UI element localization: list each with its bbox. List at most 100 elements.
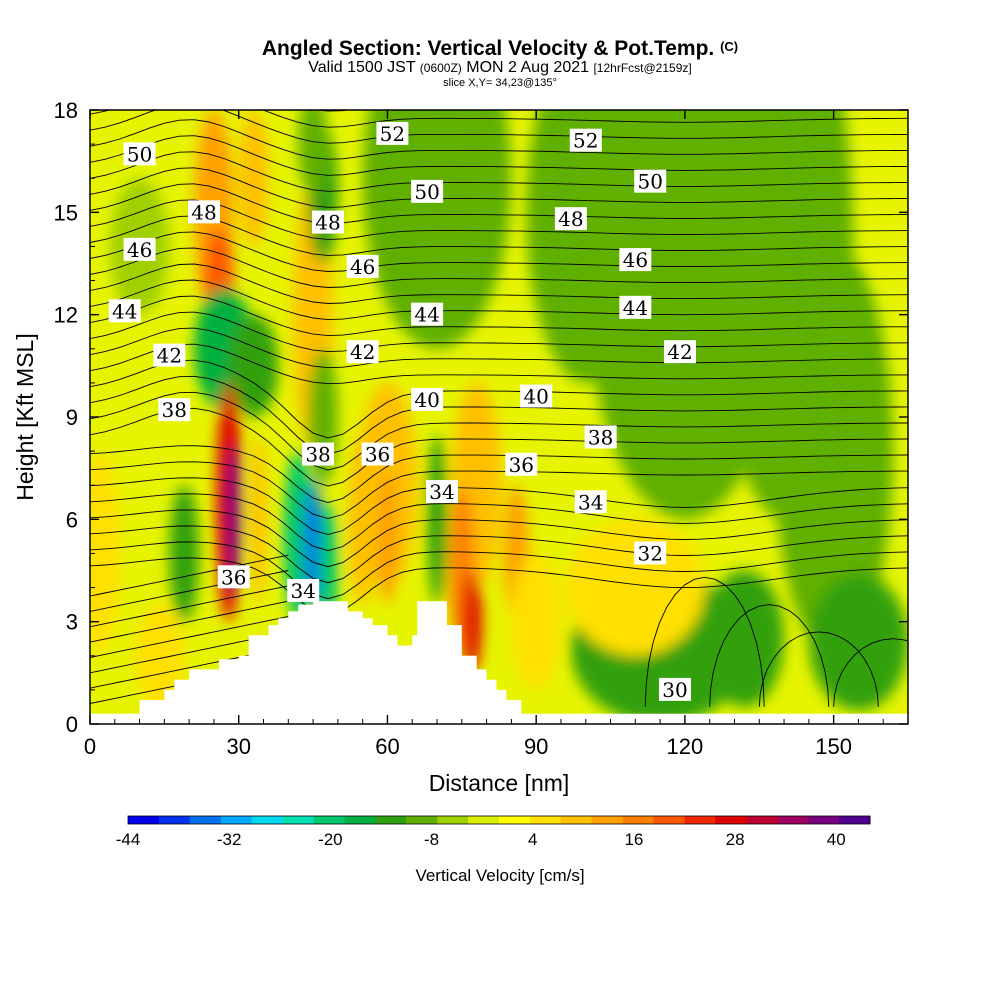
contour-label-text: 42 <box>667 340 692 364</box>
colorbar-swatch <box>529 816 562 824</box>
theta-contour <box>90 509 908 568</box>
colorbar-swatch <box>344 816 376 824</box>
colorbar-swatch <box>499 816 531 824</box>
velocity-cell <box>808 573 908 711</box>
contour-label-text: 44 <box>112 299 137 323</box>
contour-label: 46 <box>346 255 379 279</box>
contour-label: 32 <box>634 541 667 565</box>
theta-contour <box>90 359 908 439</box>
title-text: Angled Section: Vertical Velocity & Pot.… <box>261 37 715 60</box>
contour-label: 50 <box>411 179 444 204</box>
theta-contour <box>90 311 908 353</box>
contour-label-text: 44 <box>623 296 648 320</box>
contour-label-box <box>217 565 250 589</box>
contour-label-box <box>425 480 458 504</box>
theta-contours <box>90 110 908 707</box>
contour-label-box <box>663 340 696 364</box>
theta-contour <box>312 110 352 112</box>
theta-contour <box>90 477 908 535</box>
colorbar-swatch <box>560 816 593 824</box>
colorbar-swatch <box>406 816 438 824</box>
contour-label: 34 <box>425 480 458 504</box>
y-tick-label: 3 <box>66 610 78 635</box>
contour-label-text: 52 <box>573 129 598 153</box>
contour-label: 40 <box>520 384 553 409</box>
theta-contour <box>709 604 830 707</box>
contour-label-text: 38 <box>305 443 330 467</box>
velocity-cell <box>461 570 482 673</box>
contour-label-text: 32 <box>637 541 662 565</box>
y-tick-label: 9 <box>66 405 78 430</box>
valid-utc: (0600Z) <box>419 61 462 75</box>
velocity-cell <box>347 434 378 605</box>
contour-label-text: 48 <box>191 200 216 224</box>
contour-label-box <box>411 179 444 203</box>
contour-label-text: 36 <box>221 565 246 589</box>
contour-label-box <box>108 299 141 323</box>
theta-contour <box>90 445 908 503</box>
chart-subtitle: Valid 1500 JST (0600Z) MON 2 Aug 2021 [1… <box>0 59 1000 77</box>
theta-contour <box>90 570 289 612</box>
theta-contour <box>90 343 908 385</box>
contour-label: 42 <box>346 340 379 364</box>
contour-label-box <box>658 677 691 701</box>
theta-contour <box>90 327 908 369</box>
colorbar-tick-label: -32 <box>217 830 242 849</box>
colorbar-swatch <box>839 816 871 824</box>
y-axis-label: Height [Kft MSL] <box>12 333 38 500</box>
contour-label-box <box>619 248 652 272</box>
colorbar-swatch <box>189 816 222 824</box>
colorbar-swatch <box>746 816 778 824</box>
x-tick-label: 90 <box>524 734 548 759</box>
theta-contour <box>90 295 908 337</box>
contour-label-box <box>554 207 587 231</box>
contour-label: 48 <box>188 200 221 224</box>
colorbar-swatch <box>622 816 655 824</box>
x-axis-label: Distance [nm] <box>429 770 570 796</box>
contour-label: 36 <box>361 442 394 467</box>
theta-contour <box>90 135 908 176</box>
theta-contour <box>90 247 908 288</box>
contour-label-text: 42 <box>157 344 182 368</box>
colorbar-tick-label: 40 <box>827 830 846 849</box>
colorbar-tick-label: 16 <box>624 830 643 849</box>
colorbar-swatch <box>313 816 345 824</box>
contour-label-text: 40 <box>523 385 548 409</box>
theta-contour <box>90 585 289 628</box>
contour-label-text: 34 <box>290 579 315 603</box>
velocity-cell <box>511 553 561 690</box>
contour-label: 44 <box>411 302 444 327</box>
theta-contour <box>644 576 765 707</box>
contour-label-text: 46 <box>350 255 375 279</box>
contour-label: 42 <box>153 343 186 368</box>
colorbar-swatch <box>684 816 716 824</box>
forecast-info: [12hrFcst@2159z] <box>593 61 692 75</box>
colorbar-frame <box>127 815 871 825</box>
contour-label-text: 48 <box>315 211 340 235</box>
y-tick-label: 15 <box>54 200 78 225</box>
title-tag: (C) <box>720 39 739 54</box>
terrain-profile <box>90 601 908 724</box>
colorbar-tick-label: 28 <box>726 830 745 849</box>
colorbar-swatch <box>158 816 191 824</box>
contour-label: 38 <box>584 425 617 449</box>
velocity-cell <box>704 570 785 707</box>
velocity-cell <box>565 519 705 656</box>
theta-contour <box>90 391 908 471</box>
contour-label: 46 <box>619 248 652 272</box>
y-tick-label: 6 <box>66 507 78 532</box>
contour-label-box <box>123 142 156 166</box>
contour-label-text: 46 <box>623 248 648 272</box>
contour-label-box <box>158 398 191 422</box>
colorbar-swatch <box>375 816 407 824</box>
contour-label-box <box>302 442 335 466</box>
velocity-cell <box>250 434 267 605</box>
velocity-cell <box>298 110 328 196</box>
contour-label-box <box>361 442 394 466</box>
theta-contour <box>90 525 908 584</box>
contour-label-text: 42 <box>350 340 375 364</box>
contour-label-text: 38 <box>588 425 613 449</box>
x-tick-label: 60 <box>375 734 399 759</box>
theta-contour <box>90 461 908 519</box>
contour-label-box <box>346 340 379 364</box>
